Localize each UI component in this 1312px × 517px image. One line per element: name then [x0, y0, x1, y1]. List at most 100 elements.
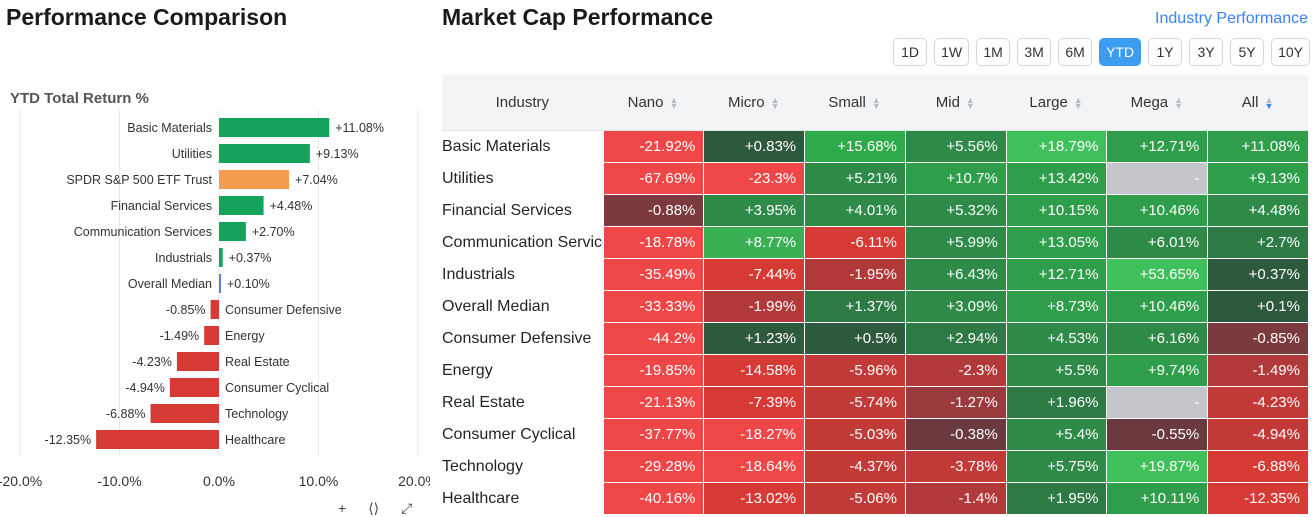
table-row[interactable]: Energy -19.85% -14.58% -5.96% -2.3% +5.5% +9.7…: [442, 355, 1308, 387]
table-row[interactable]: Consumer Defensive -44.2% +1.23% +0.5% +2.94…: [442, 323, 1308, 355]
performance-cell: +1.96%: [1005, 387, 1107, 418]
period-button-1d[interactable]: 1D: [893, 38, 928, 66]
table-row[interactable]: Communication Services -18.78% +8.77% -6.11…: [442, 227, 1308, 259]
column-header-micro[interactable]: Micro ▲ ▼: [703, 75, 804, 130]
table-row[interactable]: Industrials -35.49% -7.44% -1.95% +6.43% +12.…: [442, 259, 1308, 291]
column-header-mega[interactable]: Mega ▲ ▼: [1106, 75, 1207, 130]
sort-icon[interactable]: ▲ ▼: [1264, 94, 1274, 111]
performance-cell: -1.49%: [1207, 355, 1308, 386]
table-row[interactable]: Financial Services -0.88% +3.95% +4.01% +5.3…: [442, 195, 1308, 227]
table-row[interactable]: Real Estate -21.13% -7.39% -5.74% -1.27% +1.9…: [442, 387, 1308, 419]
performance-cell: +11.08%: [1207, 131, 1308, 162]
performance-cell: +1.23%: [703, 323, 805, 354]
market-cap-table: Basic Materials -21.92% +0.83% +15.68% +5.56…: [442, 131, 1308, 515]
category-label: Basic Materials: [127, 121, 212, 135]
bar[interactable]: [219, 144, 310, 163]
bar[interactable]: [96, 430, 219, 449]
industry-performance-link[interactable]: Industry Performance: [1155, 10, 1308, 27]
industry-name[interactable]: Technology: [442, 457, 523, 475]
sort-icon[interactable]: ▲ ▼: [669, 94, 679, 111]
category-label: Energy: [225, 329, 265, 343]
period-button-3y[interactable]: 3Y: [1189, 38, 1224, 66]
ytd-return-bar-chart: -20.0% -10.0% 0.0% 10.0% 20.0% Basic Material…: [0, 110, 430, 489]
expand-icon[interactable]: ⤢: [401, 500, 413, 516]
column-header-nano[interactable]: Nano ▲ ▼: [603, 75, 704, 130]
period-button-5y[interactable]: 5Y: [1230, 38, 1265, 66]
column-header-label: Micro: [727, 94, 765, 111]
period-button-1y[interactable]: 1Y: [1148, 38, 1183, 66]
sort-icon[interactable]: ▲ ▼: [1073, 94, 1083, 111]
bar[interactable]: [219, 170, 290, 189]
period-button-6m[interactable]: 6M: [1058, 38, 1093, 66]
bar[interactable]: [219, 248, 223, 267]
performance-cell: -7.44%: [703, 259, 805, 290]
data-label: -4.94%: [125, 381, 165, 395]
bar[interactable]: [176, 352, 219, 371]
table-row[interactable]: Healthcare -40.16% -13.02% -5.06% -1.4% +1.95…: [442, 483, 1308, 515]
industry-name[interactable]: Healthcare: [442, 489, 520, 507]
performance-cell: +0.5%: [804, 323, 905, 354]
period-button-10y[interactable]: 10Y: [1271, 38, 1310, 66]
table-row[interactable]: Basic Materials -21.92% +0.83% +15.68% +5.56…: [442, 131, 1308, 163]
performance-cell: -21.92%: [602, 131, 704, 162]
chart-toolbar: + ⟨⟩ ⤢: [338, 500, 412, 517]
industry-name[interactable]: Communication Services: [442, 233, 603, 251]
bar[interactable]: [219, 118, 330, 137]
bar[interactable]: [169, 378, 219, 397]
industry-name[interactable]: Financial Services: [442, 201, 572, 219]
period-button-ytd[interactable]: YTD: [1099, 38, 1142, 66]
sort-icon[interactable]: ▲ ▼: [871, 94, 881, 111]
performance-cell: -44.2%: [602, 323, 704, 354]
bar[interactable]: [210, 300, 219, 319]
industry-name[interactable]: Energy: [442, 361, 493, 379]
industry-name[interactable]: Overall Median: [442, 297, 550, 315]
performance-cell: -1.99%: [703, 291, 805, 322]
column-header-label: Small: [828, 94, 866, 111]
table-row[interactable]: Utilities -67.69% -23.3% +5.21% +10.7% +13.42…: [442, 163, 1308, 195]
performance-cell: -18.27%: [703, 419, 805, 450]
column-header-large[interactable]: Large ▲ ▼: [1006, 75, 1107, 130]
industry-name[interactable]: Basic Materials: [442, 137, 551, 155]
industry-name[interactable]: Consumer Cyclical: [442, 425, 576, 443]
performance-cell: -0.55%: [1106, 419, 1208, 450]
table-row[interactable]: Technology -29.28% -18.64% -4.37% -3.78% +5.7…: [442, 451, 1308, 483]
performance-cell: +6.01%: [1106, 227, 1208, 258]
performance-cell: +1.95%: [1005, 483, 1107, 514]
column-header-label: Industry: [495, 94, 549, 111]
performance-cell: -19.85%: [602, 355, 704, 386]
share-icon[interactable]: ⟨⟩: [368, 500, 380, 516]
market-cap-performance-title: Market Cap Performance: [442, 4, 713, 30]
period-button-3m[interactable]: 3M: [1017, 38, 1052, 66]
industry-name[interactable]: Utilities: [442, 169, 494, 187]
bar[interactable]: [219, 274, 221, 293]
performance-cell: -1.95%: [804, 259, 905, 290]
performance-cell: +2.94%: [904, 323, 1006, 354]
performance-cell: +0.37%: [1207, 259, 1308, 290]
performance-cell: +5.32%: [904, 195, 1006, 226]
sort-icon[interactable]: ▲ ▼: [965, 94, 975, 111]
sort-icon[interactable]: ▲ ▼: [1174, 94, 1184, 111]
bar[interactable]: [150, 404, 219, 423]
performance-cell: +5.75%: [1005, 451, 1107, 482]
table-row[interactable]: Consumer Cyclical -37.77% -18.27% -5.03% -0.…: [442, 419, 1308, 451]
industry-name[interactable]: Real Estate: [442, 393, 525, 411]
column-header-all[interactable]: All ▲ ▼: [1207, 75, 1308, 130]
performance-cell: +9.74%: [1106, 355, 1208, 386]
column-header-small[interactable]: Small ▲ ▼: [804, 75, 905, 130]
period-button-1m[interactable]: 1M: [976, 38, 1011, 66]
period-button-1w[interactable]: 1W: [934, 38, 970, 66]
data-label: +7.04%: [295, 173, 338, 187]
plus-icon[interactable]: +: [338, 500, 347, 516]
performance-cell: +3.09%: [904, 291, 1006, 322]
column-header-mid[interactable]: Mid ▲ ▼: [905, 75, 1006, 130]
table-row[interactable]: Overall Median -33.33% -1.99% +1.37% +3.09% +…: [442, 291, 1308, 323]
bar[interactable]: [219, 222, 246, 241]
sort-icon[interactable]: ▲ ▼: [770, 94, 780, 111]
performance-cell: +8.73%: [1005, 291, 1107, 322]
bar[interactable]: [219, 196, 264, 215]
industry-name[interactable]: Consumer Defensive: [442, 329, 592, 347]
bar[interactable]: [204, 326, 219, 345]
data-label: -1.49%: [160, 329, 200, 343]
category-label: Healthcare: [225, 433, 285, 447]
industry-name[interactable]: Industrials: [442, 265, 515, 283]
